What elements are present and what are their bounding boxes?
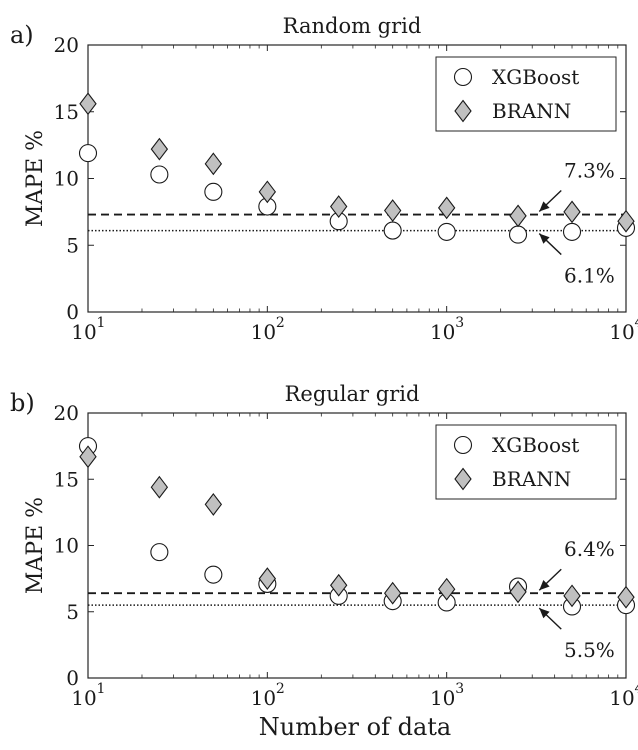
figure-x-axis-label: Number of data bbox=[259, 713, 451, 741]
point-brann bbox=[150, 137, 169, 161]
x-tick-label: 10 bbox=[609, 686, 634, 710]
y-tick-label: 5 bbox=[66, 600, 79, 624]
chart-title: Regular grid bbox=[285, 382, 420, 406]
point-brann bbox=[150, 475, 169, 499]
point-brann bbox=[79, 445, 97, 469]
x-tick-label: 10 bbox=[609, 320, 634, 344]
point-brann bbox=[330, 573, 348, 597]
y-tick-label: 0 bbox=[66, 666, 79, 690]
y-tick-label: 15 bbox=[54, 100, 79, 124]
point-brann bbox=[509, 580, 527, 604]
legend-label-xgboost: XGBoost bbox=[492, 433, 579, 457]
legend-label-brann: BRANN bbox=[492, 99, 571, 123]
x-tick-label: 10 bbox=[251, 686, 276, 710]
dashed-line-label: 7.3% bbox=[564, 159, 615, 183]
y-tick-label: 10 bbox=[54, 167, 79, 191]
point-brann bbox=[204, 493, 223, 516]
point-brann bbox=[563, 200, 581, 224]
dashed-line-arrow-head bbox=[539, 201, 550, 212]
point-xgboost bbox=[78, 144, 98, 163]
point-xgboost bbox=[437, 222, 456, 241]
dotted-line-arrow-head bbox=[539, 233, 550, 244]
x-tick-exponent: 1 bbox=[97, 315, 106, 331]
x-tick-exponent: 2 bbox=[276, 315, 285, 331]
x-tick-exponent: 4 bbox=[635, 315, 638, 331]
point-brann bbox=[258, 567, 277, 591]
dotted-line-label: 5.5% bbox=[564, 638, 615, 662]
dotted-line-label: 6.1% bbox=[564, 264, 615, 288]
legend-marker-brann bbox=[454, 99, 472, 123]
chart-title: Random grid bbox=[283, 14, 422, 38]
legend-label-xgboost: XGBoost bbox=[492, 65, 579, 89]
point-brann bbox=[383, 581, 402, 605]
point-brann bbox=[437, 196, 456, 220]
x-tick-label: 10 bbox=[71, 320, 96, 344]
point-brann bbox=[330, 195, 348, 218]
legend-label-brann: BRANN bbox=[492, 467, 571, 491]
x-tick-label: 10 bbox=[430, 320, 455, 344]
x-tick-exponent: 4 bbox=[635, 681, 638, 697]
x-tick-exponent: 2 bbox=[276, 681, 285, 697]
y-tick-label: 0 bbox=[66, 300, 79, 324]
x-tick-exponent: 3 bbox=[455, 315, 464, 331]
point-xgboost bbox=[150, 543, 169, 562]
point-brann bbox=[509, 204, 527, 228]
point-xgboost bbox=[150, 165, 169, 184]
panel-label: b) bbox=[10, 389, 35, 417]
point-xgboost bbox=[204, 182, 223, 201]
point-brann bbox=[204, 152, 223, 176]
point-brann bbox=[383, 199, 402, 222]
legend-marker-brann bbox=[454, 467, 472, 491]
dashed-line-arrow-head bbox=[539, 580, 550, 591]
point-brann bbox=[437, 577, 456, 601]
y-tick-label: 20 bbox=[54, 33, 79, 57]
dotted-line-arrow-head bbox=[539, 608, 550, 619]
y-axis-label: MAPE % bbox=[23, 497, 48, 594]
point-xgboost bbox=[562, 222, 582, 241]
point-brann bbox=[79, 92, 97, 116]
x-tick-exponent: 1 bbox=[97, 681, 106, 697]
point-brann bbox=[563, 584, 581, 608]
y-tick-label: 15 bbox=[54, 467, 79, 491]
point-xgboost bbox=[508, 225, 528, 244]
y-axis-label: MAPE % bbox=[23, 130, 48, 227]
point-xgboost bbox=[383, 221, 402, 240]
y-tick-label: 5 bbox=[66, 233, 79, 257]
point-xgboost bbox=[204, 565, 223, 584]
dashed-line-label: 6.4% bbox=[564, 537, 615, 561]
x-tick-label: 10 bbox=[251, 320, 276, 344]
point-brann bbox=[617, 209, 635, 233]
legend-marker-xgboost bbox=[453, 435, 473, 455]
x-tick-label: 10 bbox=[430, 686, 455, 710]
point-brann bbox=[617, 585, 635, 609]
y-tick-label: 20 bbox=[54, 401, 79, 425]
panel-label: a) bbox=[10, 21, 34, 49]
y-tick-label: 10 bbox=[54, 534, 79, 558]
legend-marker-xgboost bbox=[453, 67, 473, 87]
x-tick-label: 10 bbox=[71, 686, 96, 710]
x-tick-exponent: 3 bbox=[455, 681, 464, 697]
point-brann bbox=[258, 180, 277, 204]
